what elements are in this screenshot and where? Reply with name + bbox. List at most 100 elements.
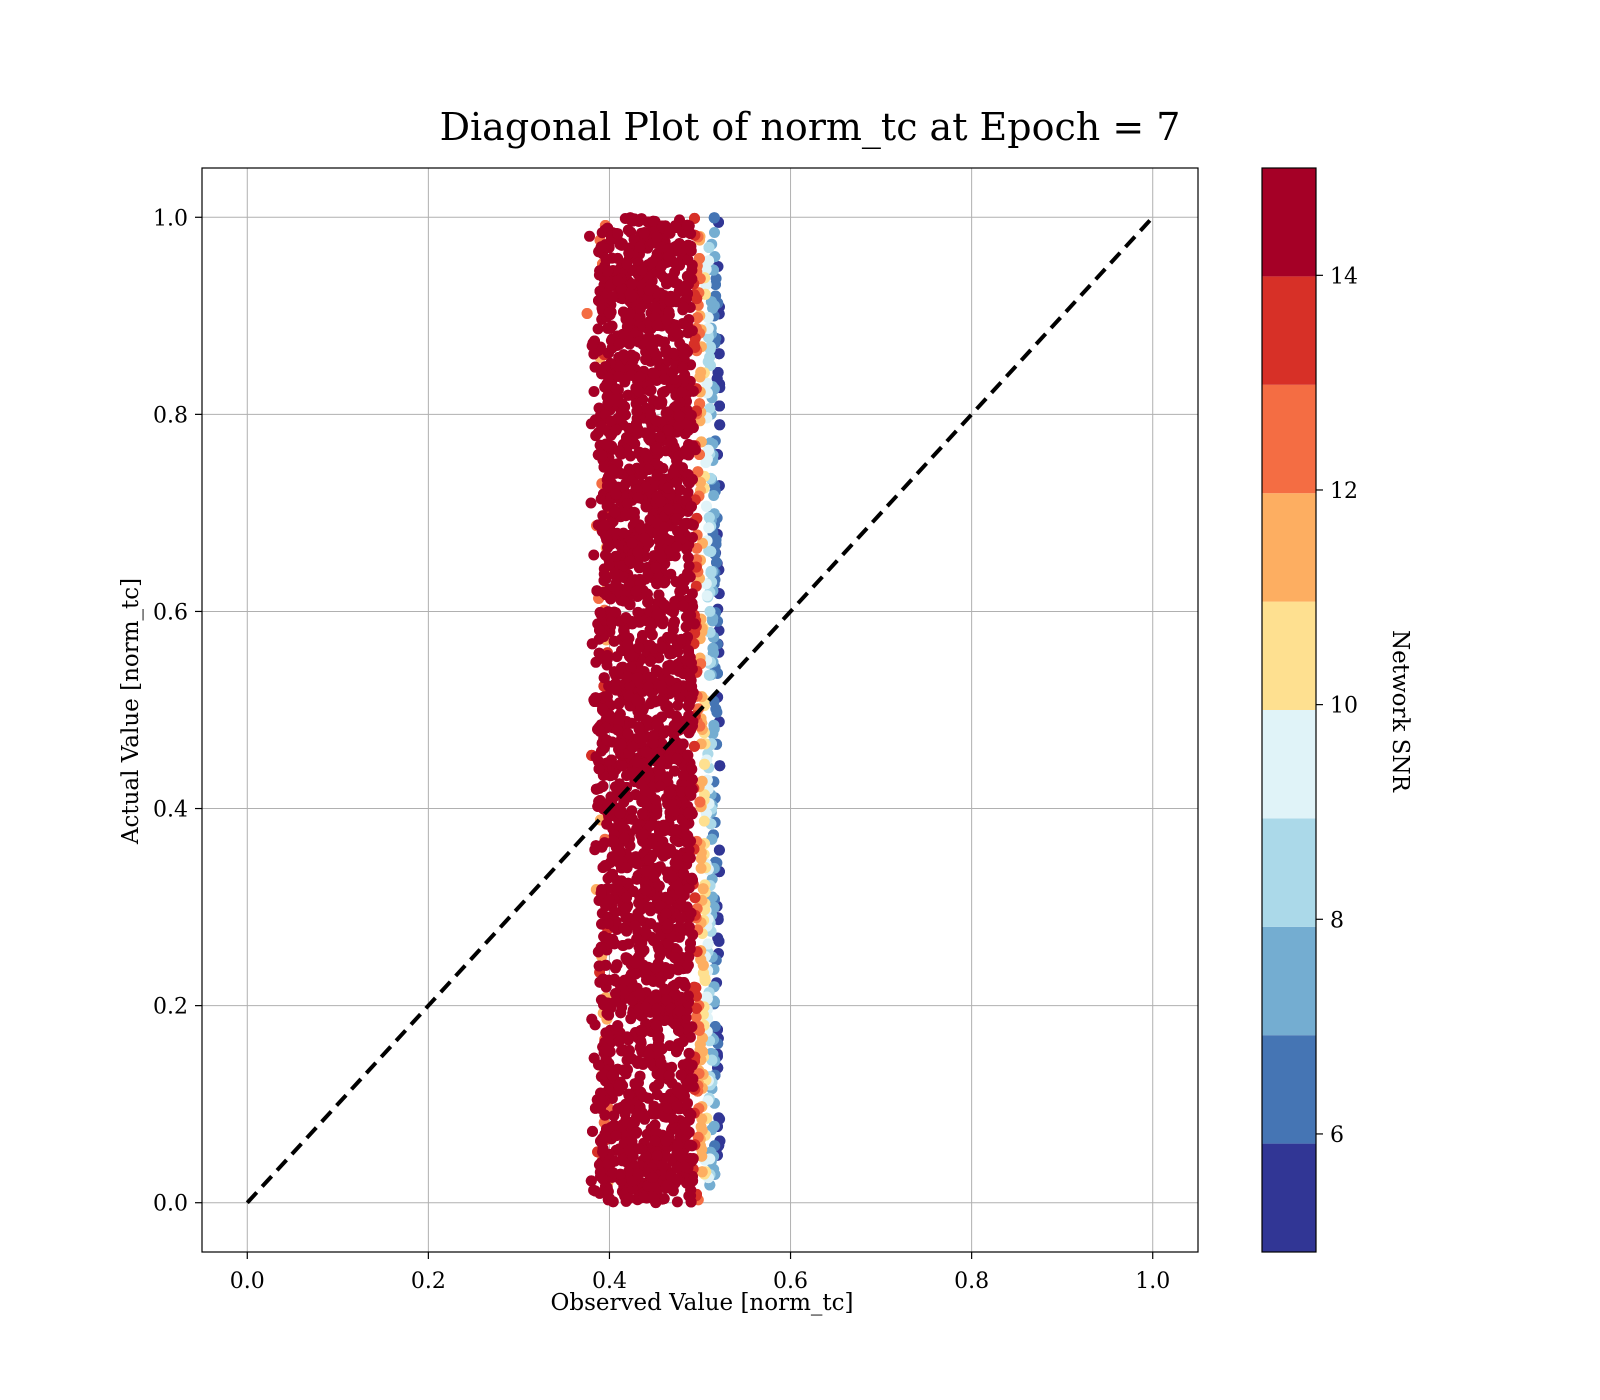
scatter-point — [640, 481, 652, 493]
scatter-point — [651, 802, 662, 814]
scatter-point — [589, 1185, 601, 1197]
scatter-point — [618, 527, 629, 539]
scatter-point — [597, 1146, 609, 1158]
scatter-point — [625, 661, 637, 673]
scatter-point — [665, 843, 676, 855]
scatter-point — [586, 638, 598, 650]
scatter-point — [677, 363, 689, 375]
scatter-point — [612, 1020, 624, 1032]
scatter-point — [608, 635, 620, 647]
scatter-point — [605, 593, 617, 605]
scatter-point — [707, 615, 718, 627]
scatter-point — [655, 1069, 667, 1081]
scatter-point — [616, 760, 628, 772]
scatter-point — [683, 615, 695, 627]
scatter-point — [600, 573, 612, 585]
scatter-point — [600, 898, 612, 910]
scatter-point — [686, 763, 698, 775]
scatter-point — [595, 994, 607, 1006]
scatter-point — [615, 1007, 627, 1019]
scatter-point — [714, 760, 726, 772]
scatter-point — [607, 769, 619, 781]
scatter-point — [619, 974, 630, 986]
scatter-point — [621, 925, 633, 937]
scatter-point — [656, 711, 668, 723]
scatter-point — [689, 892, 701, 904]
scatter-point — [595, 941, 607, 953]
scatter-point — [696, 1166, 708, 1178]
scatter-point — [709, 1021, 721, 1032]
scatter-point — [679, 818, 691, 830]
scatter-point — [658, 272, 670, 284]
scatter-point — [682, 1097, 693, 1109]
scatter-point — [703, 669, 715, 681]
scatter-point — [642, 681, 654, 693]
scatter-point — [617, 940, 629, 951]
scatter-point — [618, 832, 630, 844]
scatter-point — [601, 480, 613, 492]
scatter-point — [603, 553, 615, 565]
scatter-point — [610, 580, 622, 592]
scatter-point — [621, 892, 633, 903]
scatter-point — [701, 991, 713, 1003]
scatter-point — [643, 1049, 655, 1061]
scatter-point — [635, 1024, 647, 1036]
scatter-point — [687, 532, 698, 543]
scatter-point — [711, 557, 722, 568]
scatter-point — [623, 247, 635, 259]
scatter-point — [637, 829, 649, 840]
scatter-point — [683, 807, 695, 819]
scatter-point — [651, 355, 663, 367]
scatter-point — [631, 696, 643, 707]
scatter-point — [623, 650, 635, 662]
scatter-point — [667, 273, 679, 285]
scatter-point — [594, 265, 606, 277]
scatter-point — [593, 960, 605, 972]
scatter-point — [648, 737, 659, 749]
scatter-point — [613, 844, 625, 856]
scatter-point — [595, 1087, 606, 1099]
scatter-point — [659, 522, 670, 534]
scatter-point — [616, 1045, 628, 1057]
scatter-point — [658, 1111, 670, 1123]
scatter-point — [581, 308, 593, 319]
scatter-point — [649, 1081, 660, 1093]
scatter-point — [602, 397, 614, 409]
scatter-point — [667, 624, 679, 636]
scatter-point — [597, 973, 609, 985]
scatter-point — [596, 420, 607, 432]
scatter-point — [626, 1116, 638, 1128]
scatter-point — [696, 1113, 708, 1125]
scatter-point — [650, 562, 662, 574]
scatter-point — [660, 1135, 672, 1147]
scatter-point — [659, 599, 670, 611]
scatter-point — [676, 633, 687, 645]
scatter-point — [602, 1194, 614, 1206]
scatter-point — [683, 1047, 695, 1059]
scatter-point — [651, 609, 662, 621]
scatter-point — [668, 616, 680, 628]
scatter-point — [678, 301, 690, 313]
scatter-point — [671, 1196, 683, 1208]
scatter-point — [637, 808, 648, 820]
scatter-point — [648, 729, 659, 741]
scatter-point — [661, 994, 672, 1006]
scatter-point — [676, 1151, 687, 1163]
scatter-point — [621, 432, 632, 444]
scatter-point — [704, 605, 716, 617]
scatter-point — [640, 354, 652, 366]
scatter-point — [658, 1093, 670, 1104]
scatter-point — [660, 445, 672, 457]
scatter-point — [608, 835, 620, 847]
scatter-point — [605, 415, 617, 427]
scatter-point — [704, 343, 716, 355]
scatter-point — [597, 703, 609, 715]
scatter-point — [630, 585, 642, 597]
scatter-point — [683, 439, 695, 450]
scatter-point — [633, 642, 645, 654]
scatter-point — [623, 1088, 635, 1100]
scatter-point — [705, 546, 717, 557]
scatter-point — [703, 522, 715, 534]
scatter-point — [594, 1166, 606, 1178]
scatter-point — [655, 496, 667, 508]
